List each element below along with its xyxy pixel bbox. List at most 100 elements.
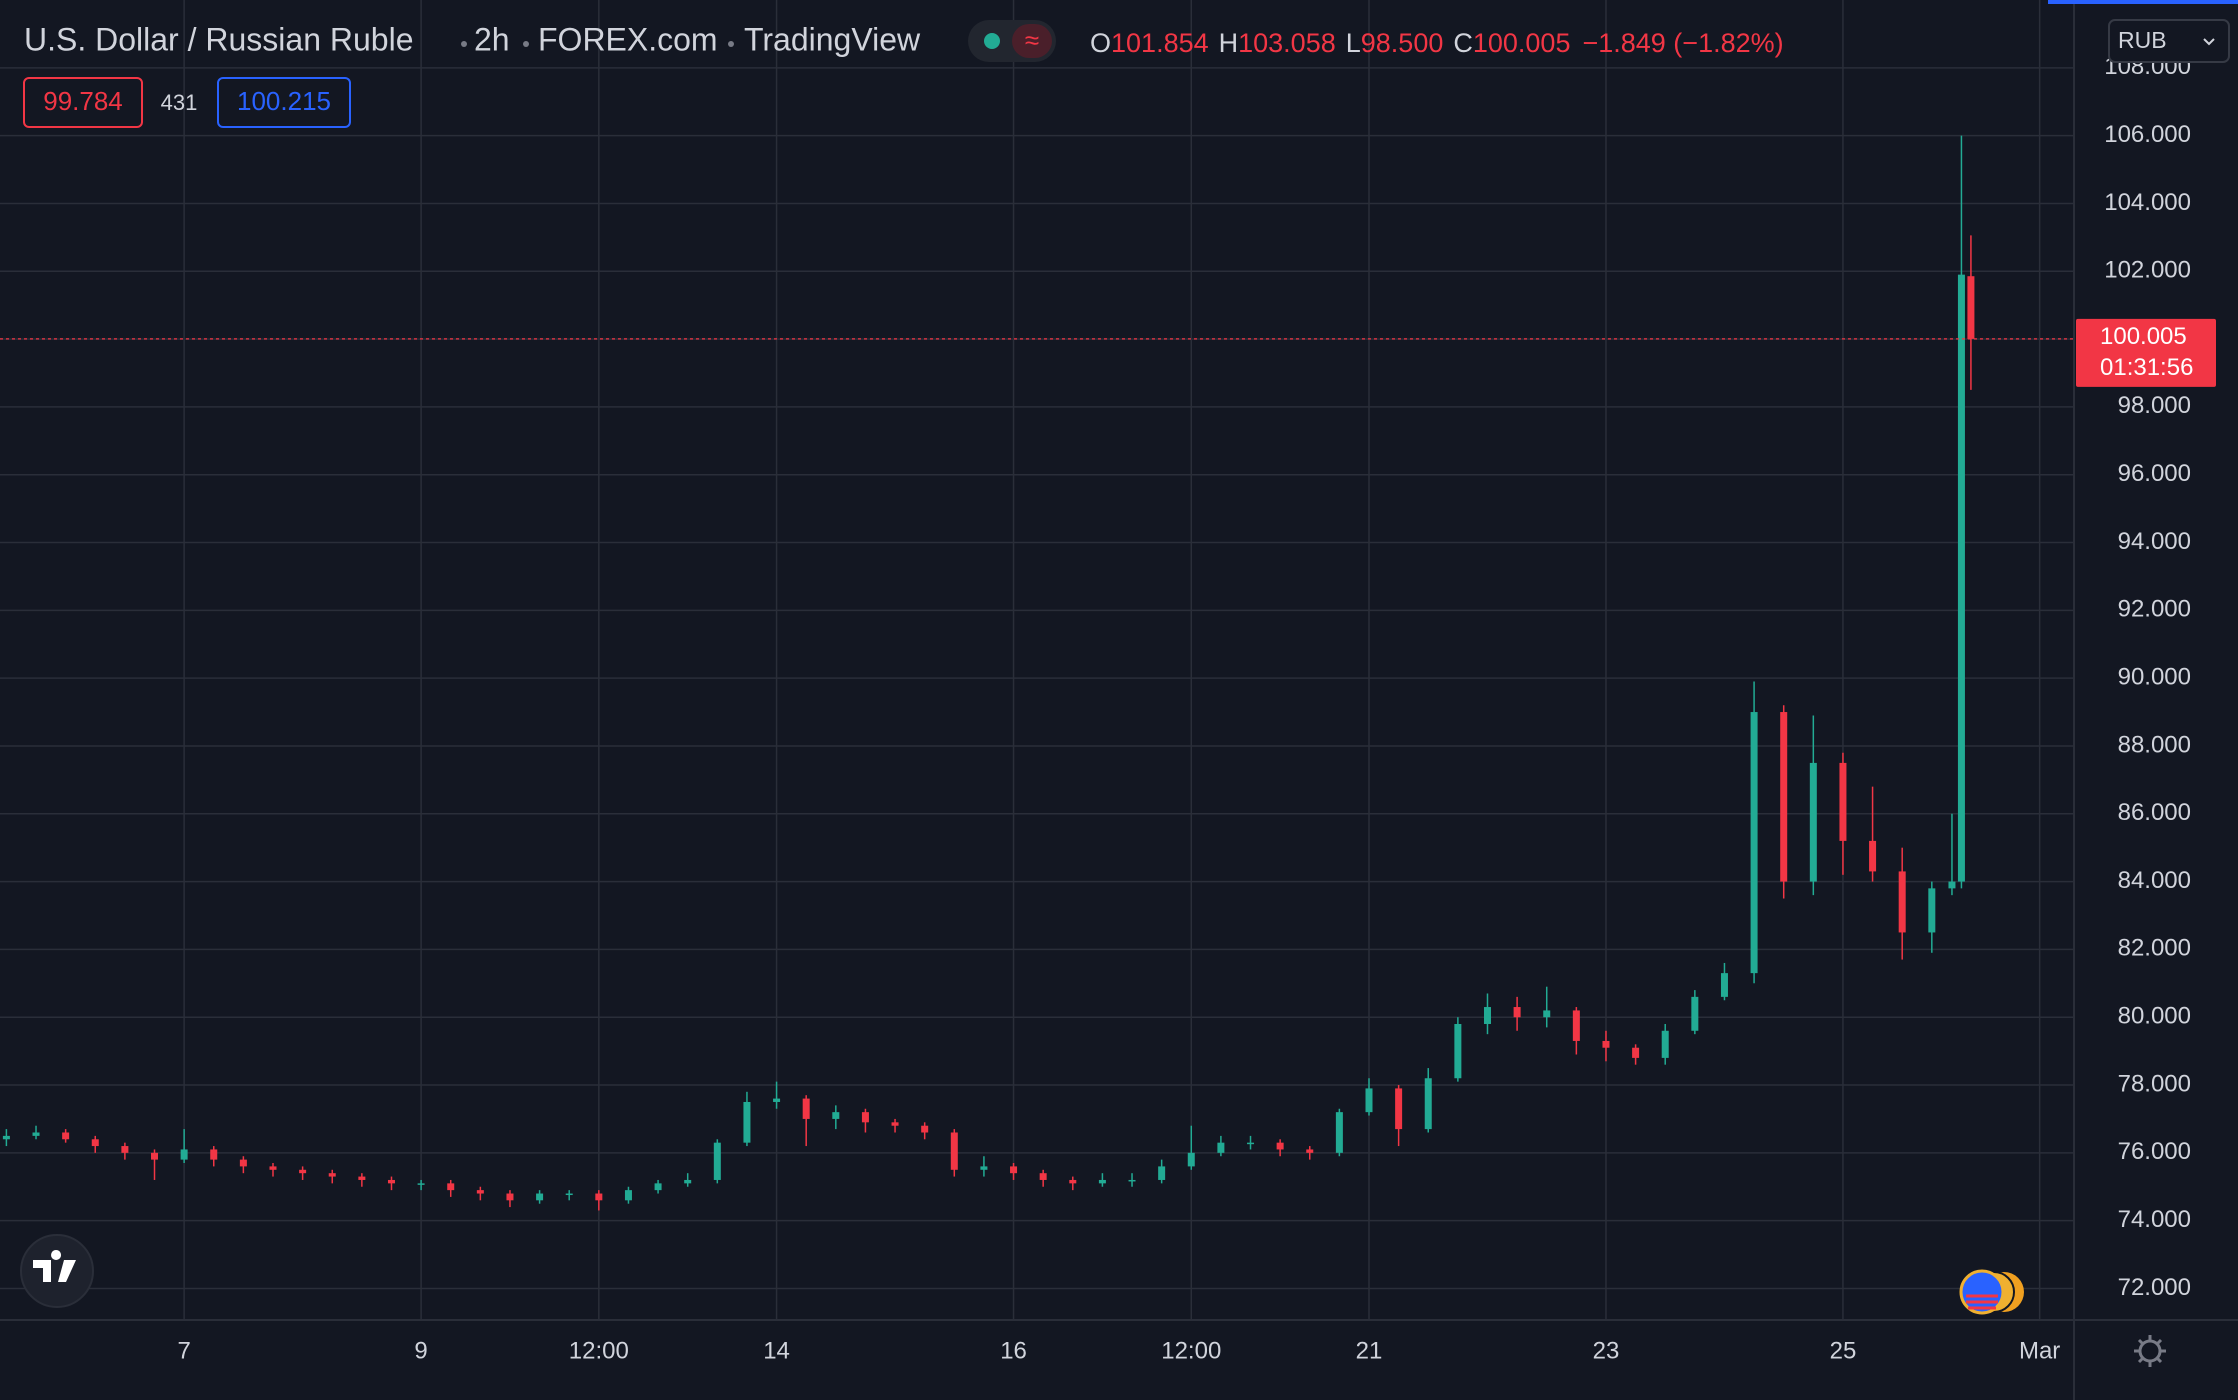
y-tick-label: 92.000 [2118, 596, 2191, 623]
candle-body [210, 1149, 218, 1160]
logo-mark [33, 1250, 76, 1282]
last-price-box [2076, 318, 2216, 387]
candle-body [861, 1112, 869, 1123]
ohlc-value: 98.500 [1361, 28, 1444, 58]
candle-body [151, 1152, 159, 1160]
y-tick-label: 72.000 [2118, 1274, 2191, 1301]
candle-body [1365, 1088, 1373, 1113]
candle-body [1661, 1030, 1669, 1058]
candle-body [565, 1193, 573, 1196]
y-tick-label: 86.000 [2118, 799, 2191, 826]
candle-body [299, 1169, 307, 1174]
overlay: 100.005 01:31:56 [0, 318, 2216, 387]
ohlc-value: 101.854 [1111, 28, 1209, 58]
top-indicator [2048, 0, 2238, 4]
candle-body [1780, 712, 1788, 882]
candle-body [891, 1122, 899, 1126]
candle-body [1247, 1142, 1255, 1145]
change: −1.849 (−1.82%) [1582, 28, 1783, 58]
candle-body [447, 1183, 455, 1191]
candle-body [121, 1146, 129, 1153]
currency-button[interactable] [2108, 19, 2230, 63]
candle-body [1928, 888, 1936, 933]
ask-box[interactable] [217, 77, 351, 128]
candle-body [328, 1173, 336, 1177]
candle-body [1128, 1179, 1136, 1182]
separator-dot [728, 41, 734, 47]
ask-price[interactable]: 100.215 [237, 86, 331, 116]
ohlc-key: O [1090, 28, 1111, 58]
market-status [984, 33, 1000, 49]
bid-box[interactable] [23, 77, 143, 128]
candle-body [921, 1125, 929, 1133]
candle-body [1632, 1047, 1640, 1058]
candle-body [1424, 1078, 1432, 1130]
last-price-label: 100.005 [2100, 323, 2187, 350]
candle-body [832, 1112, 840, 1119]
x-tick-label: 14 [763, 1337, 790, 1364]
x-tick-label: 25 [1830, 1337, 1857, 1364]
currency[interactable]: RUB [2118, 27, 2167, 53]
candle-body [358, 1176, 366, 1180]
y-tick-label: 90.000 [2118, 663, 2191, 690]
candle-body [1454, 1023, 1462, 1079]
candle-body [773, 1098, 781, 1102]
candle-body [62, 1132, 70, 1140]
candle-body [1720, 973, 1728, 997]
candle-body [1957, 274, 1965, 882]
candle-body [239, 1159, 247, 1167]
candle-body [1967, 276, 1975, 339]
candle-body [1039, 1173, 1047, 1180]
candle-body [1839, 762, 1847, 841]
candle-body [1809, 762, 1817, 882]
candle-body [1691, 996, 1699, 1031]
ohlc: O101.854 H103.058 L98.500 C100.005 −1.849 (−… [1090, 28, 1784, 58]
delay-status [1012, 24, 1052, 58]
y-tick-label: 106.000 [2104, 121, 2191, 148]
spread: 431 [161, 90, 198, 115]
x-axis: 7 9 12:00 14 16 12:00 21 23 25 Mar [177, 1337, 2060, 1364]
candle-body [802, 1098, 810, 1119]
candles [2, 135, 1975, 1211]
candle-body [1513, 1007, 1521, 1018]
y-tick-label: 80.000 [2118, 1003, 2191, 1030]
separator-dot [523, 41, 529, 47]
candle-body [180, 1149, 188, 1160]
y-tick-label: 82.000 [2118, 935, 2191, 962]
ohlc-key: L [1346, 28, 1361, 58]
candle-body [536, 1193, 544, 1201]
ohlc-key: H [1219, 28, 1239, 58]
candle-body [387, 1179, 395, 1184]
symbol-title: U.S. Dollar / Russian Ruble [24, 21, 413, 57]
candle-body [417, 1183, 425, 1185]
y-tick-label: 88.000 [2118, 731, 2191, 758]
candle-body [1602, 1040, 1610, 1048]
y-tick-label: 94.000 [2118, 528, 2191, 555]
y-tick-label: 74.000 [2118, 1206, 2191, 1233]
platform: TradingView [744, 21, 921, 57]
candle-body [1069, 1179, 1077, 1184]
candle-body [1158, 1166, 1166, 1180]
candle-body [1098, 1179, 1106, 1184]
candle-body [1898, 871, 1906, 933]
ohlc-key: C [1453, 28, 1473, 58]
candle-body [1306, 1149, 1314, 1153]
candle-body [1572, 1010, 1580, 1041]
x-tick-label: 23 [1593, 1337, 1620, 1364]
x-tick-label: 21 [1356, 1337, 1383, 1364]
bid-price[interactable]: 99.784 [43, 86, 123, 116]
candle-body [654, 1183, 662, 1191]
delay-icon: ≈ [1025, 25, 1039, 55]
x-tick-label: 7 [177, 1337, 190, 1364]
candle-body [713, 1142, 721, 1180]
candle-body [1010, 1166, 1018, 1174]
source: FOREX.com [538, 21, 718, 57]
candle-body [1869, 840, 1877, 872]
x-tick-label: 9 [414, 1337, 427, 1364]
logo[interactable] [20, 1234, 94, 1308]
candle-body [1543, 1010, 1551, 1018]
y-tick-label: 104.000 [2104, 189, 2191, 216]
